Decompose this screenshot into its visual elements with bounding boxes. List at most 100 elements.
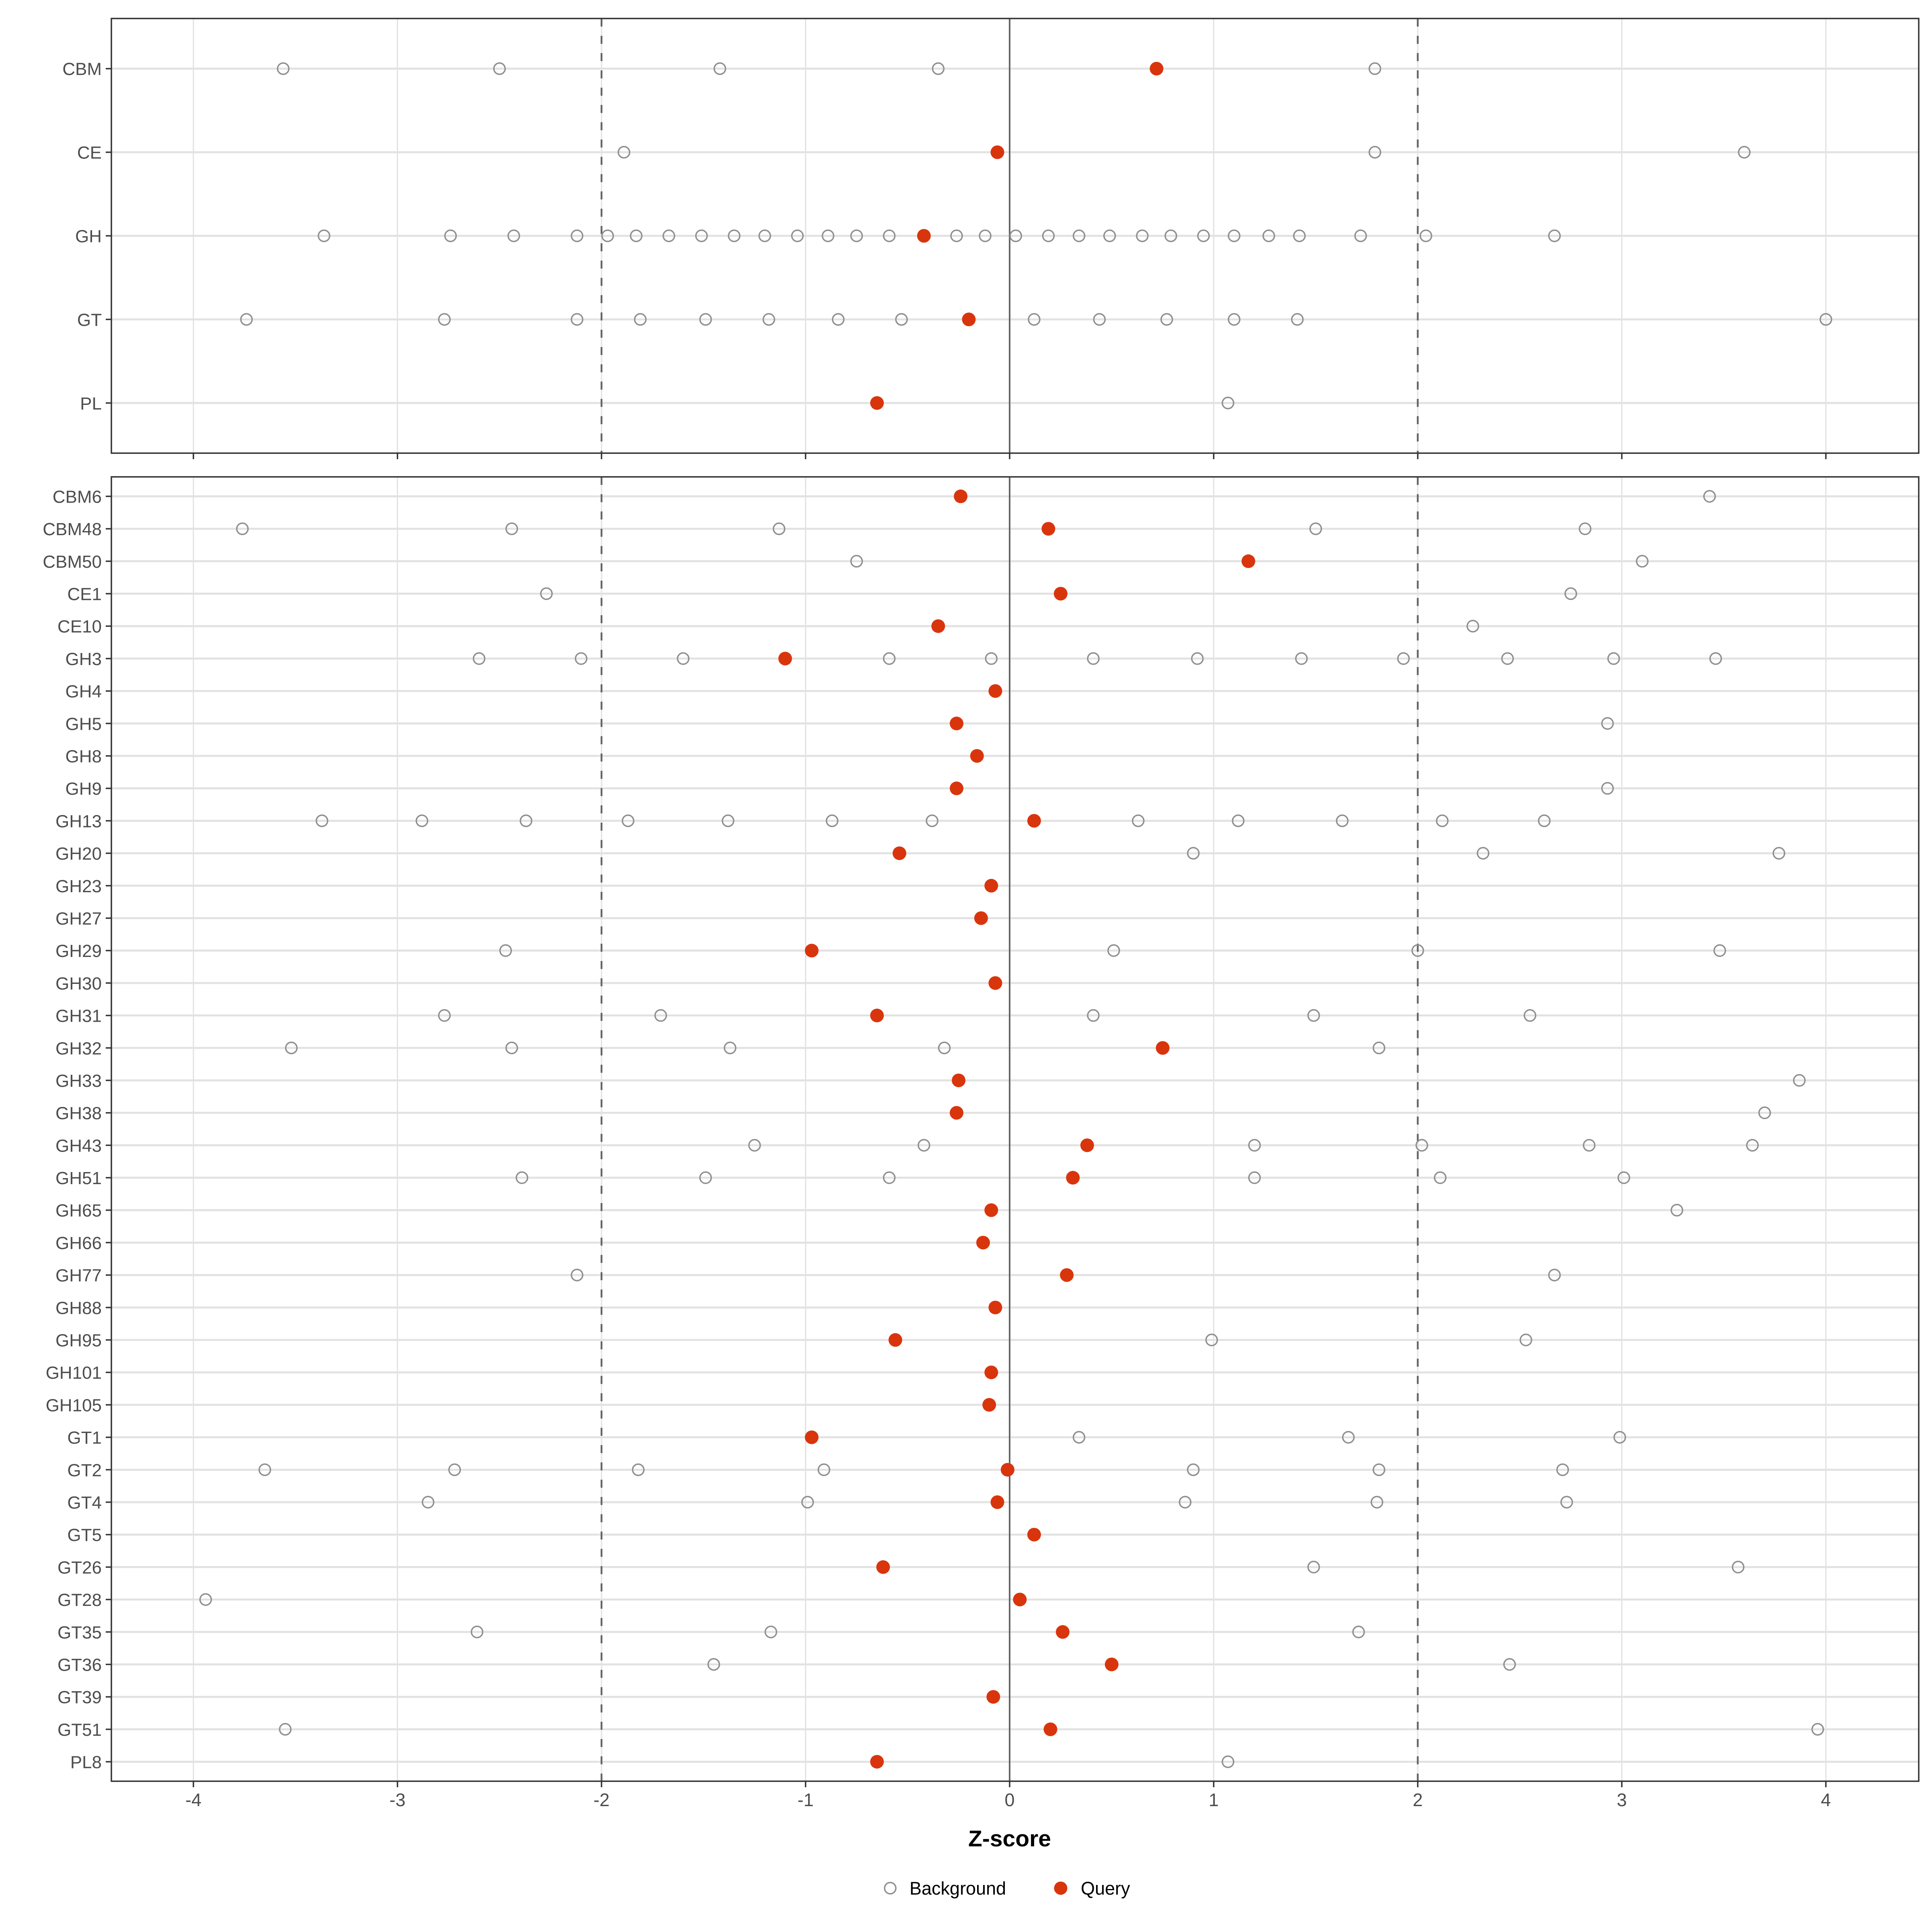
- background-point: [1205, 1333, 1218, 1347]
- background-point: [1164, 229, 1177, 242]
- background-point: [1556, 1463, 1569, 1476]
- query-point: [1241, 554, 1255, 568]
- background-point: [1028, 313, 1041, 326]
- row-label: CBM: [62, 60, 102, 79]
- row-label: GH4: [66, 682, 102, 702]
- background-point: [748, 1139, 761, 1152]
- background-point: [1228, 313, 1240, 326]
- background-point: [1368, 62, 1382, 75]
- background-point: [1503, 1658, 1516, 1671]
- background-point: [1087, 652, 1100, 665]
- legend-query-marker-icon: [1054, 1881, 1068, 1895]
- query-point: [970, 749, 984, 763]
- background-point: [1228, 229, 1240, 242]
- x-tick-label: 1: [1209, 1790, 1219, 1810]
- background-point: [622, 814, 634, 827]
- background-point: [1354, 229, 1367, 242]
- background-point: [519, 814, 532, 827]
- row-label: GH8: [66, 747, 102, 766]
- background-point: [1187, 847, 1200, 860]
- query-point: [990, 1495, 1004, 1509]
- background-point: [1583, 1139, 1596, 1152]
- background-point: [1476, 847, 1490, 860]
- query-point: [950, 717, 964, 731]
- query-point: [876, 1560, 890, 1574]
- background-point: [575, 652, 587, 665]
- query-point: [984, 879, 998, 893]
- background-point: [1336, 814, 1349, 827]
- x-tick-label: 0: [1004, 1790, 1014, 1810]
- row-label: GH51: [55, 1168, 102, 1188]
- row-label: GT5: [67, 1525, 102, 1545]
- row-label: GH38: [55, 1104, 102, 1123]
- row-label: GH13: [55, 811, 102, 831]
- background-point: [1042, 229, 1055, 242]
- background-point: [1746, 1139, 1759, 1152]
- background-point: [1187, 1463, 1200, 1476]
- background-point: [1232, 814, 1245, 827]
- query-point: [984, 1365, 998, 1380]
- background-point: [1758, 1106, 1771, 1119]
- background-point: [1107, 944, 1120, 957]
- background-point: [728, 229, 741, 242]
- row-label: PL: [80, 394, 102, 413]
- background-point: [1072, 1431, 1086, 1444]
- row-label: GH31: [55, 1006, 102, 1026]
- background-point: [883, 1171, 896, 1184]
- background-point: [950, 229, 963, 242]
- row-label: GT51: [57, 1720, 102, 1740]
- row-label: GH29: [55, 941, 102, 961]
- background-point: [1372, 1463, 1386, 1476]
- row-label: PL8: [70, 1753, 102, 1772]
- query-point: [986, 1690, 1000, 1704]
- query-point: [1053, 587, 1068, 601]
- background-point: [721, 814, 735, 827]
- background-point: [493, 62, 506, 75]
- x-tick-label: -4: [185, 1790, 201, 1810]
- query-point: [888, 1333, 902, 1347]
- background-point: [654, 1009, 667, 1022]
- query-point: [976, 1236, 990, 1250]
- background-point: [677, 652, 690, 665]
- query-point: [1060, 1268, 1074, 1282]
- row-label: GH23: [55, 877, 102, 896]
- background-point: [630, 229, 643, 242]
- query-point: [974, 911, 988, 925]
- background-point: [421, 1496, 435, 1509]
- background-point: [199, 1593, 212, 1606]
- panel-border: [111, 476, 1920, 1782]
- background-point: [1419, 229, 1433, 242]
- background-point: [505, 1041, 518, 1055]
- background-point: [1411, 944, 1424, 957]
- background-point: [1434, 1171, 1447, 1184]
- background-point: [1291, 313, 1304, 326]
- background-point: [850, 555, 863, 568]
- query-point: [1080, 1138, 1094, 1152]
- row-label: GH3: [66, 649, 102, 669]
- row-label: CBM48: [43, 519, 102, 539]
- background-point: [1370, 1496, 1384, 1509]
- background-point: [1819, 313, 1832, 326]
- query-point: [988, 684, 1002, 698]
- query-point: [990, 145, 1004, 159]
- background-point: [632, 1463, 645, 1476]
- row-label: GT26: [57, 1558, 102, 1577]
- row-label: GH20: [55, 844, 102, 864]
- query-point: [950, 1106, 964, 1120]
- background-point: [821, 229, 835, 242]
- background-point: [695, 229, 708, 242]
- background-point: [1579, 522, 1591, 535]
- background-point: [1248, 1171, 1261, 1184]
- row-label: GT35: [57, 1623, 102, 1643]
- background-point: [1222, 1755, 1234, 1768]
- x-tick-label: 3: [1617, 1790, 1627, 1810]
- background-point: [515, 1171, 528, 1184]
- background-point: [601, 229, 614, 242]
- query-point: [778, 651, 792, 665]
- background-point: [507, 229, 520, 242]
- background-point: [1179, 1496, 1192, 1509]
- background-point: [707, 1658, 720, 1671]
- background-point: [470, 1626, 484, 1638]
- query-point: [982, 1398, 996, 1412]
- background-point: [277, 62, 290, 75]
